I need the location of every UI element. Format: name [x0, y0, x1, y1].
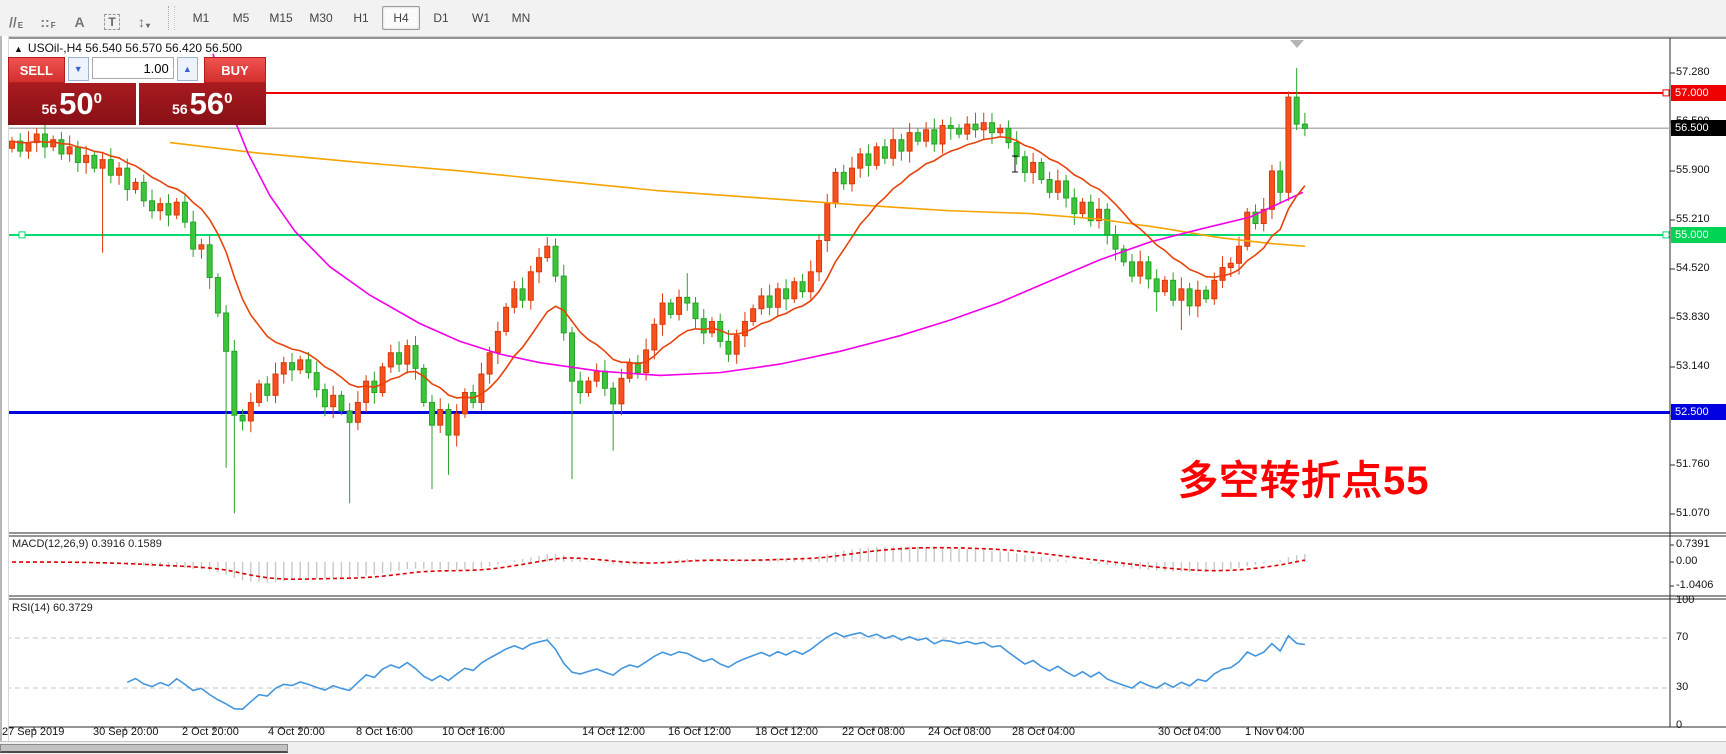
hline-handle[interactable] — [1662, 231, 1670, 239]
timeframe-button-h1[interactable]: H1 — [353, 11, 369, 25]
rsi-tick-label: 30 — [1676, 681, 1689, 693]
price-tick-label: 55.210 — [1676, 212, 1710, 225]
date-tick-label: 24 Oct 08:00 — [928, 726, 991, 738]
date-tick-label: 10 Oct 16:00 — [442, 726, 505, 738]
crosshair-mark — [1012, 155, 1018, 173]
arrows-tool[interactable]: ↕ ▾ — [137, 14, 150, 30]
hline-handle[interactable] — [1662, 89, 1670, 97]
equidistant-channel-tool[interactable]: //E — [8, 14, 24, 30]
toolbar-separator — [168, 6, 175, 30]
sell-price-box[interactable]: 56 50 0 — [8, 83, 136, 125]
buy-price-sup: 0 — [224, 89, 233, 107]
timeframe-button-h4[interactable]: H4 — [382, 6, 420, 30]
sell-price-sup: 0 — [93, 89, 102, 107]
date-tick-label: 30 Oct 04:00 — [1158, 726, 1221, 738]
volume-decrease-button[interactable]: ▼ — [67, 57, 89, 81]
symbol-ohlc-text: USOil-,H4 56.540 56.570 56.420 56.500 — [27, 41, 243, 55]
price-tick-label: 51.070 — [1676, 506, 1710, 519]
date-tick-label: 22 Oct 08:00 — [842, 726, 905, 738]
rsi-tick-label: 70 — [1676, 631, 1689, 643]
volume-input[interactable] — [91, 57, 174, 79]
candles — [9, 68, 1308, 514]
macd-tick-label: -1.0406 — [1676, 578, 1714, 591]
price-tick-label: 55.900 — [1676, 163, 1710, 176]
fibonacci-tool[interactable]: :: F — [40, 14, 56, 30]
date-tick-label: 30 Sep 20:00 — [93, 726, 159, 738]
horizontal-level-lines[interactable] — [2, 89, 1670, 414]
chart-text-annotation[interactable]: 多空转折点55 — [1178, 459, 1430, 503]
buy-price-big: 56 — [189, 86, 225, 121]
buy-price-box[interactable]: 56 56 0 — [138, 83, 266, 125]
rsi-tick-label: 0 — [1676, 718, 1683, 731]
date-tick-label: 18 Oct 12:00 — [755, 726, 818, 738]
date-tick-label: 1 Nov 04:00 — [1245, 726, 1305, 738]
macd-tick-label: 0.7391 — [1676, 538, 1710, 550]
sell-button[interactable]: SELL — [8, 57, 65, 83]
window-left-edge — [0, 36, 9, 753]
buy-price-small: 56 — [172, 101, 188, 117]
sell-price-big: 50 — [59, 86, 94, 121]
current-price-badge: 56.500 — [1671, 120, 1726, 137]
horizontal-scrollbar — [0, 741, 1726, 754]
timeframe-button-m30[interactable]: M30 — [309, 11, 333, 25]
macd-panel — [11, 546, 1306, 583]
scrollbar-thumb[interactable] — [0, 744, 288, 753]
volume-increase-button[interactable]: ▲ — [176, 57, 198, 81]
price-box-divider — [135, 83, 139, 125]
price-tick-label: 53.140 — [1676, 359, 1710, 372]
buy-button[interactable]: BUY — [203, 57, 266, 83]
timeframe-button-w1[interactable]: W1 — [472, 11, 490, 25]
date-tick-label: 28 Oct 04:00 — [1012, 726, 1075, 738]
date-tick-label: 27 Sep 2019 — [2, 726, 65, 738]
rsi-tick-label: 100 — [1676, 593, 1695, 606]
timeframe-button-mn[interactable]: MN — [511, 11, 531, 25]
price-tick-label: 53.830 — [1676, 310, 1710, 323]
chart-shift-marker-icon — [1290, 40, 1304, 48]
timeframe-button-d1[interactable]: D1 — [433, 11, 449, 25]
rsi-panel — [6, 631, 1670, 710]
timeframe-button-m15[interactable]: M15 — [269, 11, 293, 25]
timeframe-button-m5[interactable]: M5 — [232, 11, 250, 25]
macd-tick-label: 0.00 — [1676, 555, 1698, 567]
price-tick-label: 51.760 — [1676, 457, 1710, 470]
text-tool[interactable]: A — [74, 14, 85, 30]
hline-handle[interactable] — [18, 231, 26, 239]
panel-borders — [0, 37, 1726, 728]
price-tick-label: 57.280 — [1676, 66, 1710, 78]
date-tick-label: 14 Oct 12:00 — [582, 726, 645, 738]
price-tick-label: 54.520 — [1676, 261, 1710, 274]
date-tick-label: 16 Oct 12:00 — [668, 726, 731, 738]
timeframe-button-m1[interactable]: M1 — [192, 11, 210, 25]
text-label-tool[interactable]: T — [98, 5, 126, 31]
toolbar: //E:: F A T ↕ ▾ M1 M5 M15 M30 H1 H4 D1 W1 MN — [0, 0, 1726, 37]
rsi-indicator-label: RSI(14) 60.3729 — [12, 602, 93, 614]
macd-indicator-label: MACD(12,26,9) 0.3916 0.1589 — [12, 538, 162, 550]
sell-price-small: 56 — [41, 101, 58, 117]
date-tick-label: 4 Oct 20:00 — [268, 726, 325, 738]
price-line-badge: 57.000 — [1671, 84, 1726, 101]
price-line-badge: 52.500 — [1671, 404, 1726, 421]
date-tick-label: 8 Oct 16:00 — [356, 726, 413, 738]
one-click-trade-widget: SELL ▼ ▲ BUY 56 50 0 56 56 0 — [8, 57, 266, 125]
date-tick-label: 2 Oct 20:00 — [182, 726, 239, 738]
collapse-arrow-icon[interactable]: ▲ — [14, 44, 23, 54]
symbol-quote-line: ▲ USOil-,H4 56.540 56.570 56.420 56.500 — [14, 41, 242, 55]
moving-averages — [11, 53, 1306, 399]
price-line-badge: 55.000 — [1671, 226, 1726, 243]
